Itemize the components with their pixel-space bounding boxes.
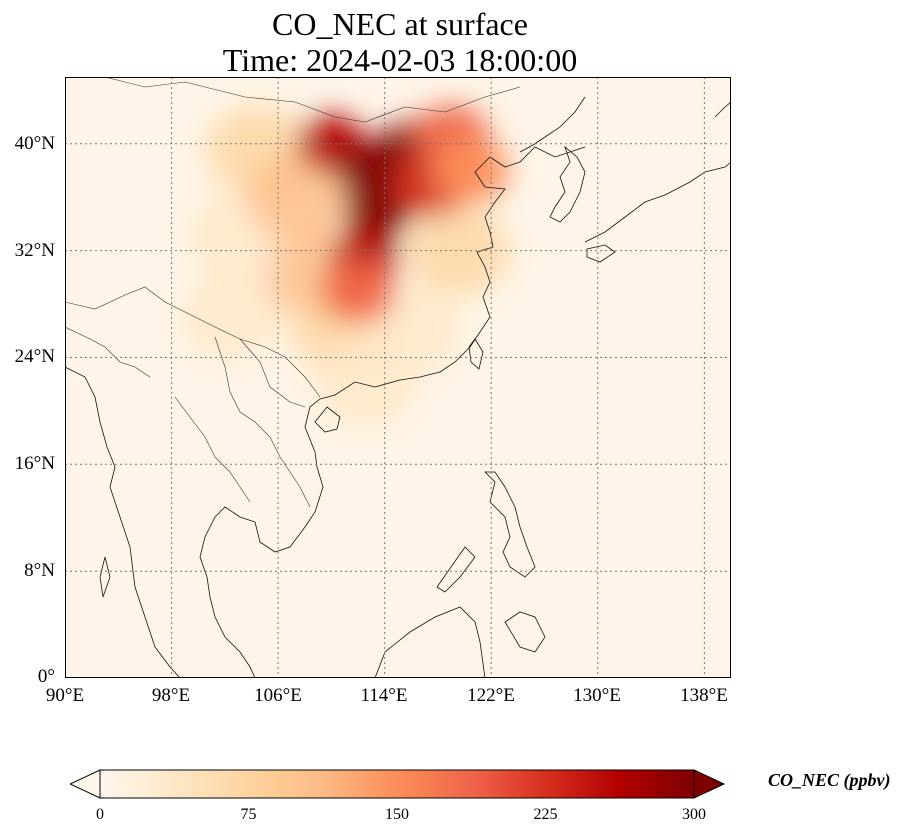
lat-tick-label: 0° [37, 666, 55, 687]
colorbar-tick-label: 75 [240, 806, 257, 823]
plume-cell [320, 258, 396, 323]
colorbar-tick-label: 225 [533, 806, 558, 823]
lon-tick-label: 98°E [151, 685, 191, 706]
lon-tick-label: 122°E [467, 685, 515, 706]
lat-tick-label: 32°N [14, 240, 55, 261]
colorbar [70, 769, 726, 799]
map-title-line1: CO_NEC at surface [272, 6, 528, 42]
lon-tick-label: 114°E [360, 685, 408, 706]
colorbar-tick-label: 150 [385, 806, 409, 823]
lon-tick-label: 138°E [680, 685, 728, 706]
map-title-line2: Time: 2024-02-03 18:00:00 [222, 42, 578, 78]
map-panel [65, 77, 731, 678]
plume-cell [344, 181, 412, 240]
lat-tick-label: 24°N [14, 346, 55, 367]
lon-tick-label: 90°E [45, 685, 85, 706]
gridlines [65, 77, 731, 678]
map-frame [65, 77, 731, 678]
plume-cell [405, 206, 510, 295]
coastlines [65, 96, 731, 678]
lon-tick-label: 130°E [573, 685, 621, 706]
lat-tick-label: 40°N [14, 133, 55, 154]
plume-cell [433, 138, 510, 203]
colorbar-label: CO_NEC (ppbv) [768, 770, 891, 790]
colorbar-tick-label: 300 [682, 806, 706, 823]
colorbar-extend-max [693, 769, 726, 799]
plume-cell [246, 153, 351, 242]
plume-cell [179, 273, 284, 362]
lat-tick-label: 8°N [24, 560, 55, 581]
colorbar-gradient [99, 769, 695, 799]
colorbar-extend-min [70, 769, 101, 799]
lat-tick-label: 16°N [14, 453, 55, 474]
colorbar-tick-label: 0 [96, 806, 104, 823]
co-concentration-field [179, 104, 510, 429]
lon-tick-label: 106°E [254, 685, 302, 706]
